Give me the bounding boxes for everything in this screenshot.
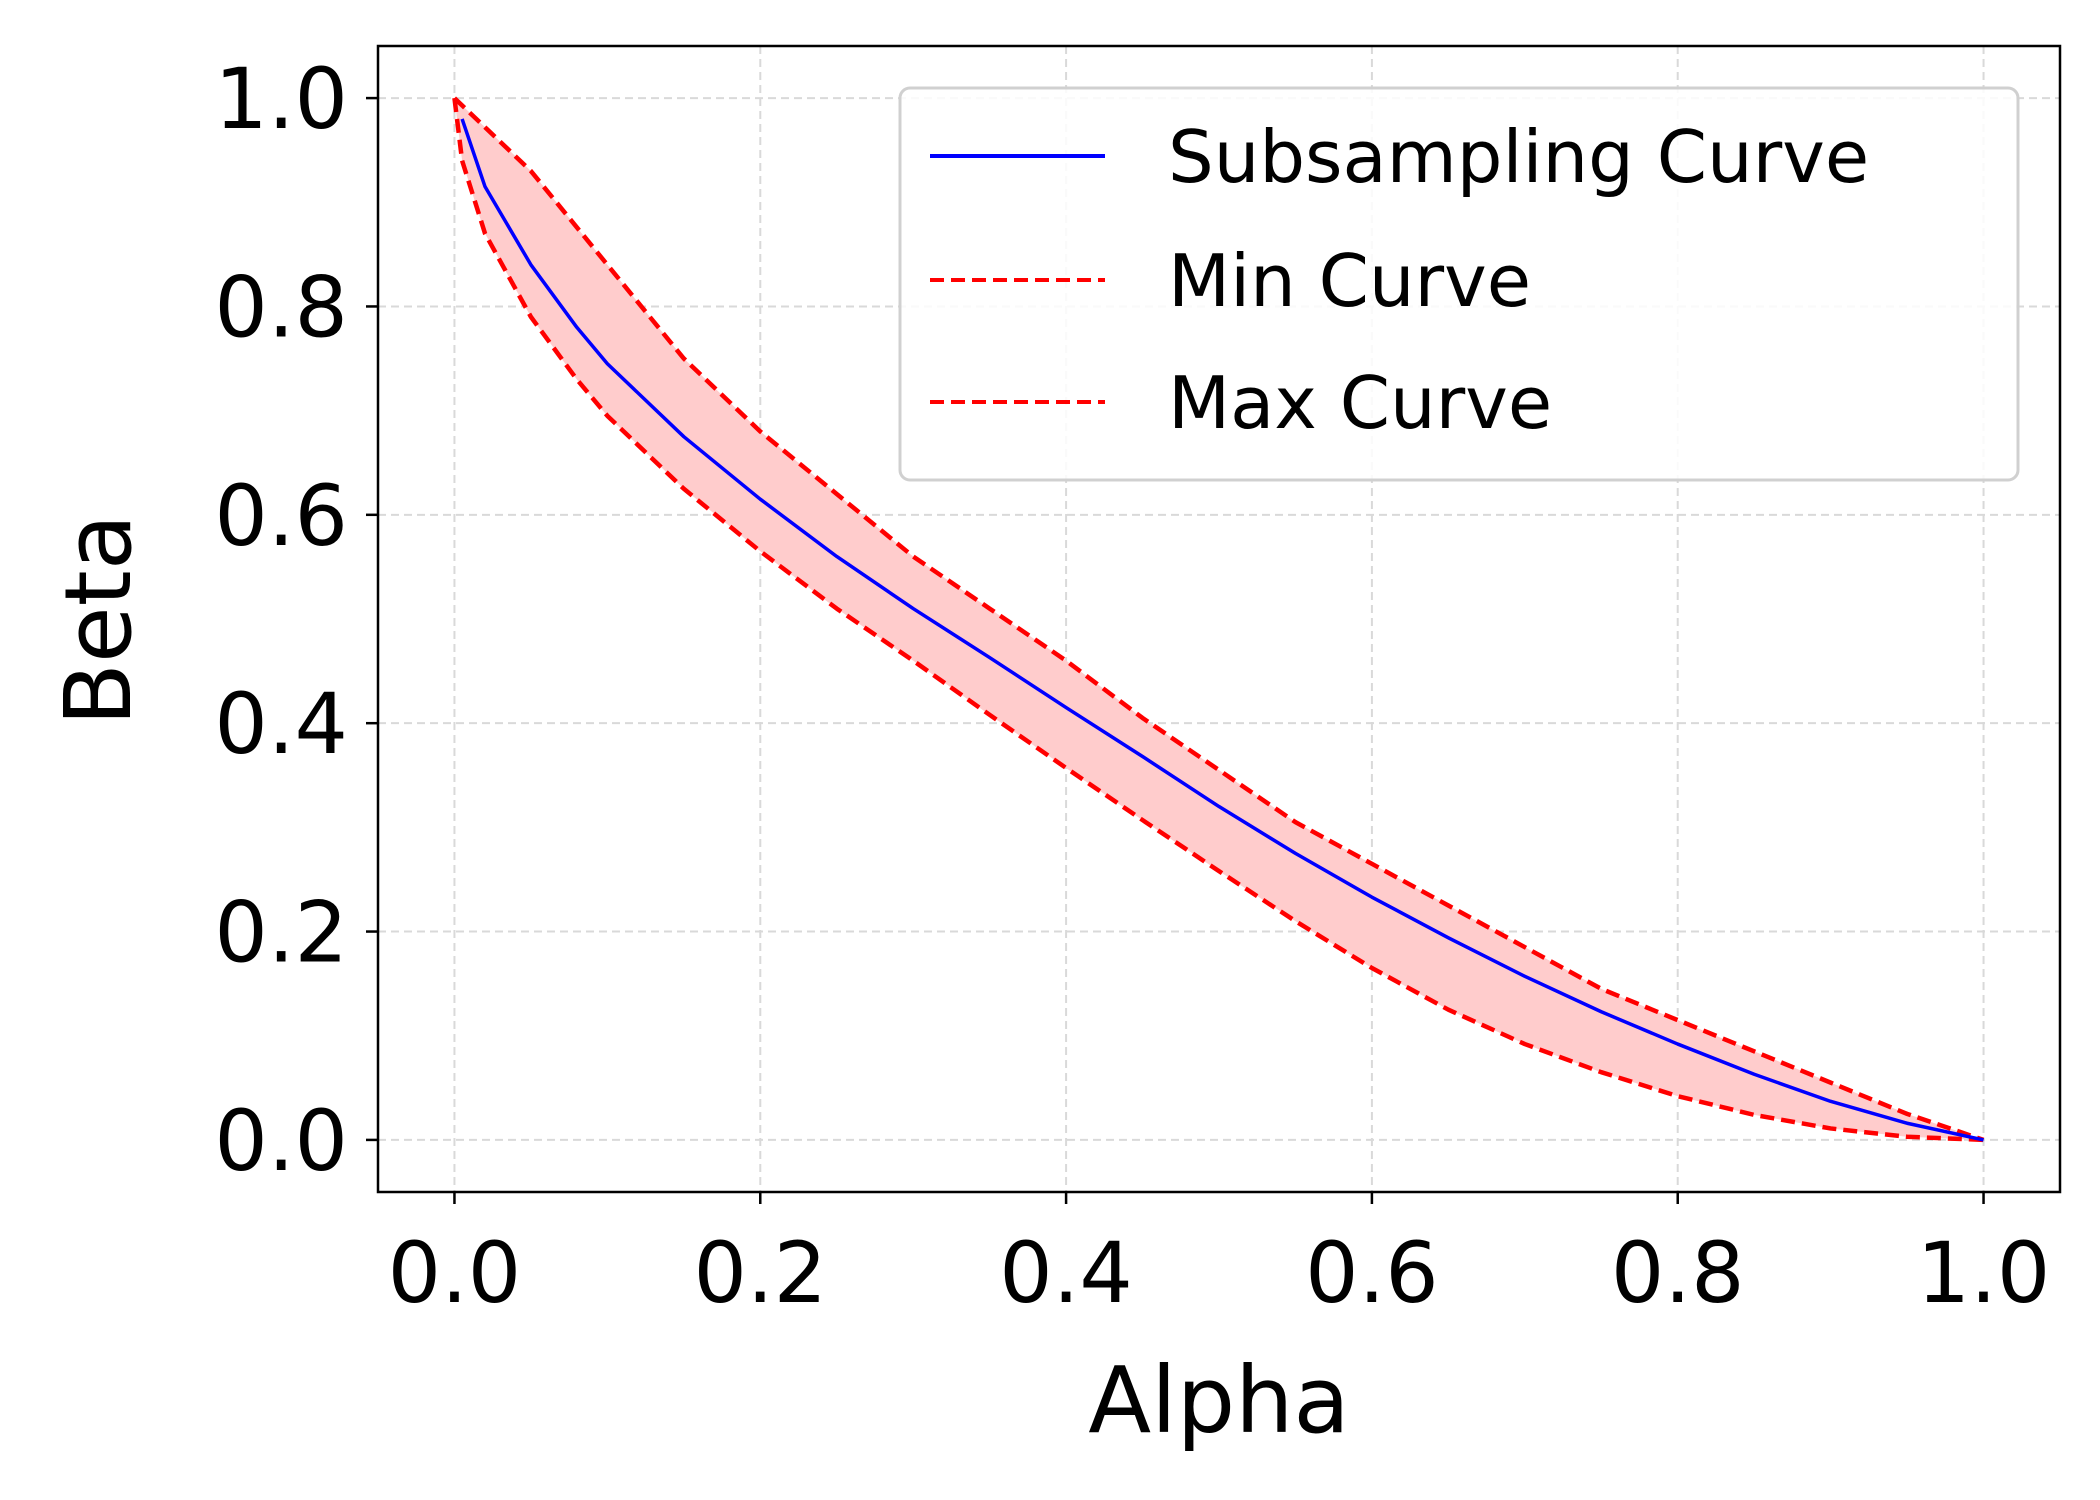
legend: Subsampling Curve Min Curve Max Curve	[898, 86, 2020, 482]
x-axis-title: Alpha	[1088, 1347, 1350, 1454]
x-tick-label-5: 1.0	[1917, 1224, 2051, 1322]
y-tick-label-0: 0.0	[214, 1092, 348, 1190]
x-tick-label-4: 0.8	[1611, 1224, 1745, 1322]
x-tick-label-2: 0.4	[999, 1224, 1133, 1322]
series-line-min-curve	[452, 97, 1984, 1143]
y-tick-label-4: 0.8	[214, 258, 348, 356]
legend-label-max-curve: Max Curve	[1168, 361, 1552, 445]
series-line-max-curve	[452, 96, 1985, 1143]
grid-lines	[378, 46, 2060, 1192]
plot-area-frame	[376, 44, 2062, 1194]
legend-frame	[898, 86, 2020, 482]
y-tick-label-1: 0.2	[214, 884, 348, 982]
y-axis-ticks: 0.0 0.2 0.4 0.6 0.8 1.0	[214, 50, 378, 1190]
series-lines	[452, 96, 1985, 1143]
y-axis-title: Beta	[45, 514, 152, 726]
y-tick-label-2: 0.4	[214, 675, 348, 773]
legend-label-min-curve: Min Curve	[1168, 239, 1531, 323]
y-tick-label-5: 1.0	[214, 50, 348, 148]
series-line-subsampling-curve	[460, 118, 1984, 1142]
x-tick-label-3: 0.6	[1305, 1224, 1439, 1322]
x-tick-label-1: 0.2	[693, 1224, 827, 1322]
x-axis-ticks: 0.0 0.2 0.4 0.6 0.8 1.0	[388, 1192, 2051, 1322]
y-tick-label-3: 0.6	[214, 467, 348, 565]
legend-label-subsampling-curve: Subsampling Curve	[1168, 115, 1869, 199]
x-tick-label-0: 0.0	[388, 1224, 522, 1322]
